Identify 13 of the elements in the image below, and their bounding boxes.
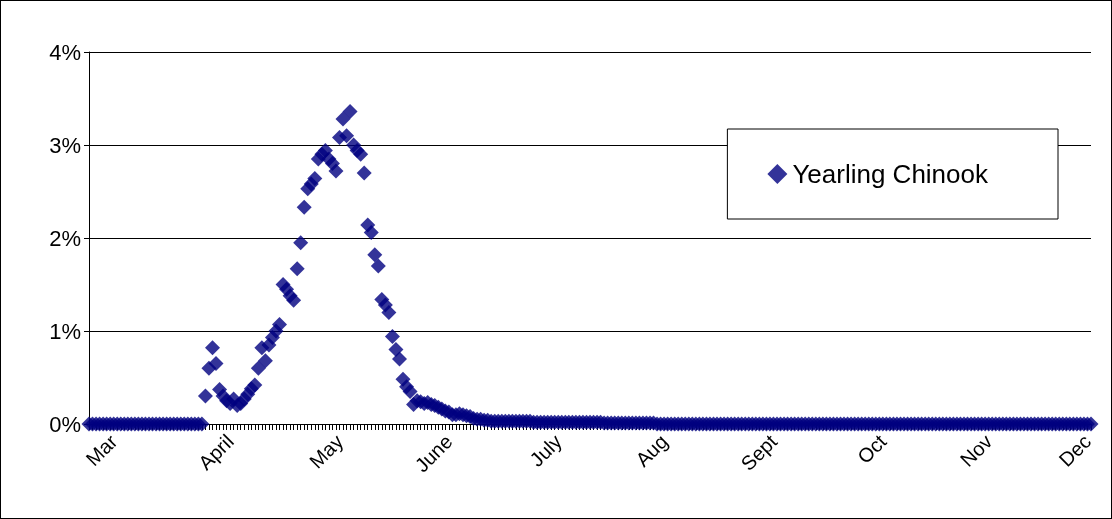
x-tick-label: May (305, 430, 348, 473)
y-tick-label: 0% (49, 411, 81, 437)
x-tick-label: Dec (1054, 430, 1096, 471)
y-tick-label: 4% (49, 39, 81, 65)
legend-label: Yearling Chinook (792, 159, 989, 189)
y-tick-label: 1% (49, 318, 81, 344)
y-tick-label: 3% (49, 132, 81, 158)
y-tick-label: 2% (49, 225, 81, 251)
x-tick-label: Mar (81, 429, 122, 471)
x-tick-label: July (525, 430, 567, 471)
x-tick-label: Aug (631, 430, 672, 471)
x-tick-label: Nov (955, 430, 997, 471)
x-tick-label: Oct (853, 429, 891, 468)
